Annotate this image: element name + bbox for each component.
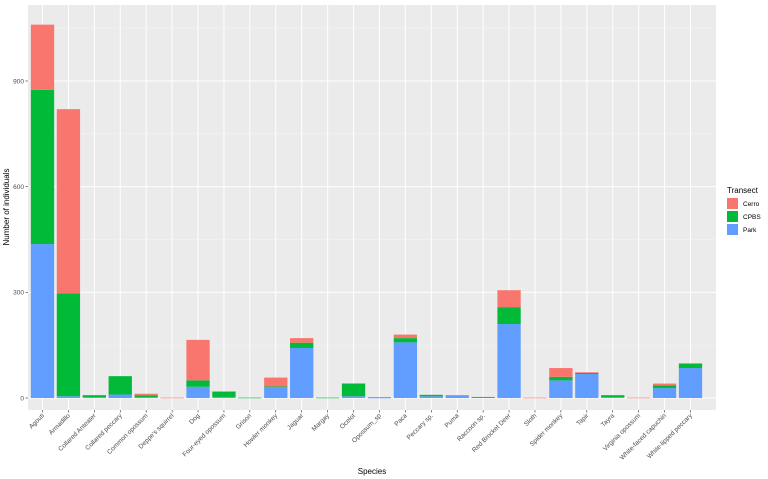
x-tick-label: Tapir [575, 412, 591, 428]
legend: Transect Cerro CPBS Park [727, 186, 761, 235]
x-tick-label: Puma [444, 412, 461, 429]
bar-cpbs [82, 395, 106, 398]
bar-cpbs [290, 342, 314, 348]
bar-cpbs [315, 397, 340, 399]
bar-cerro [212, 391, 236, 392]
x-tick-label: White-faced capuchin [619, 412, 668, 461]
y-tick-label: 300 [13, 290, 24, 297]
bar-park [56, 396, 81, 398]
legend-key-park [727, 224, 738, 235]
bar-park [575, 374, 599, 398]
bar-cerro [627, 397, 651, 399]
bar-park [678, 368, 703, 398]
bar-park [212, 396, 236, 398]
x-tick-label: Armadillo [48, 412, 72, 436]
legend-key-cpbs [727, 211, 738, 222]
bar-cpbs [601, 395, 625, 398]
y-tick-label: 900 [13, 78, 24, 85]
y-tick-label: 600 [13, 184, 24, 191]
bar-park [549, 380, 573, 398]
bar-cpbs [678, 363, 703, 369]
bar-park [652, 388, 677, 398]
bar-cerro [575, 372, 599, 373]
bar-cerro [523, 397, 547, 399]
bar-park [30, 244, 55, 398]
bar-cpbs [419, 394, 443, 397]
bar-cpbs [108, 376, 132, 395]
bar-cpbs [393, 338, 418, 343]
bar-cpbs [367, 397, 392, 398]
x-tick-label: White-lipped peccary [646, 412, 694, 460]
legend-label: Park [743, 227, 757, 234]
x-tick-label: Peccary sp. [406, 412, 435, 441]
bar-cerro [160, 397, 184, 399]
bar-cerro [497, 290, 521, 308]
x-tick-label: Margay [311, 412, 332, 433]
bar-park [367, 397, 392, 399]
bar-cpbs [212, 391, 236, 397]
plot-panel [28, 5, 716, 410]
bar-park [82, 397, 106, 398]
bar-park [445, 395, 469, 398]
legend-key-cerro [727, 198, 738, 209]
x-tick-label: Agouti [28, 412, 46, 430]
bar-cerro [56, 109, 81, 294]
legend-label: Cerro [743, 201, 760, 208]
x-tick-label: Sloth [523, 412, 539, 428]
y-tick-label: 0 [20, 395, 24, 402]
bar-park [471, 397, 495, 398]
bar-cerro [652, 383, 677, 386]
bar-cerro [186, 339, 210, 381]
bar-cerro [341, 383, 366, 384]
bar-cpbs [56, 293, 81, 397]
bar-cpbs [30, 89, 55, 245]
x-tick-label: Grison [235, 412, 254, 431]
x-tick-label: Paca [393, 412, 409, 428]
bar-cpbs [264, 386, 288, 387]
x-tick-label: Jaguar [286, 412, 306, 432]
bar-park [290, 347, 314, 398]
bar-cerro [290, 338, 314, 343]
bar-cpbs [575, 372, 599, 375]
x-tick-label: Dog [188, 412, 202, 426]
bar-park [497, 324, 521, 398]
bar-cerro [393, 334, 418, 339]
bar-park [264, 386, 288, 398]
bar-park [186, 386, 210, 398]
legend-title: Transect [727, 186, 759, 195]
bar-cerro [134, 393, 158, 396]
x-tick-label: Tayra [600, 412, 616, 428]
bar-cerro [549, 368, 573, 377]
bar-park [419, 396, 443, 398]
bar-cerro [264, 377, 288, 387]
bar-cpbs [238, 397, 262, 399]
bar-park [393, 342, 418, 398]
y-axis-title: Number of individuals [2, 169, 11, 246]
bar-cpbs [497, 307, 521, 325]
bar-cpbs [134, 395, 158, 398]
bar-cpbs [549, 376, 573, 381]
bar-cpbs [471, 396, 495, 398]
x-axis-title: Species [358, 467, 386, 476]
bar-park [341, 396, 366, 398]
bar-park [134, 397, 158, 398]
bar-park [108, 394, 132, 398]
minor-gridlines [28, 27, 716, 346]
bars-layer [30, 24, 703, 399]
bar-cpbs [652, 385, 677, 389]
bar-park [601, 397, 625, 398]
legend-label: CPBS [743, 214, 761, 221]
bar-cerro [30, 24, 55, 90]
bar-cpbs [341, 383, 366, 397]
y-axis: 0 300 600 900 [13, 78, 28, 402]
x-tick-label: Ocelot [339, 412, 357, 430]
bar-cpbs [186, 380, 210, 387]
